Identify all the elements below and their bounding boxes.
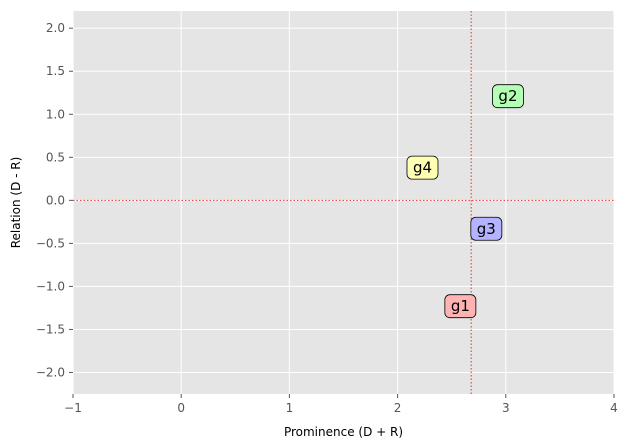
point-label: g1 — [451, 297, 470, 315]
y-tick-label: 1.0 — [46, 107, 65, 121]
grid — [72, 11, 615, 394]
reference-lines — [73, 11, 614, 394]
y-tick-label: 0.5 — [46, 150, 65, 164]
y-tick-label: 1.5 — [46, 64, 65, 78]
point-box — [444, 294, 477, 319]
point-box — [470, 216, 503, 241]
x-tick-label: 4 — [610, 401, 618, 415]
point-box — [492, 84, 524, 109]
y-axis-label: Relation (D - R) — [9, 157, 23, 249]
x-tick-label: 2 — [394, 401, 402, 415]
data-points: g1 g2 g3 g4 — [406, 84, 524, 319]
point-label: g2 — [498, 87, 517, 105]
x-tick-label: 1 — [286, 401, 294, 415]
y-tick-label: −0.5 — [36, 236, 65, 250]
point-label: g4 — [413, 159, 432, 177]
point-g2: g2 — [492, 84, 524, 109]
x-tick-label: 0 — [177, 401, 185, 415]
y-tick-label: −1.0 — [36, 279, 65, 293]
point-g4: g4 — [406, 155, 439, 180]
y-tick-label: 2.0 — [46, 21, 65, 35]
x-axis-label: Prominence (D + R) — [284, 425, 403, 439]
y-tick-label: −2.0 — [36, 365, 65, 379]
x-tick-label: 3 — [502, 401, 510, 415]
x-tick-label: −1 — [64, 401, 82, 415]
point-g3: g3 — [470, 216, 503, 241]
point-box — [406, 155, 439, 180]
axis-ticks: −1 0 1 2 3 4 −2.0 −1.5 −1.0 −0.5 0.0 0.5 1.0 1.5 2.0 — [36, 21, 618, 415]
point-label: g3 — [477, 220, 496, 238]
point-g1: g1 — [444, 294, 477, 319]
y-tick-label: −1.5 — [36, 322, 65, 336]
plot-area — [73, 11, 614, 394]
y-tick-label: 0.0 — [46, 193, 65, 207]
